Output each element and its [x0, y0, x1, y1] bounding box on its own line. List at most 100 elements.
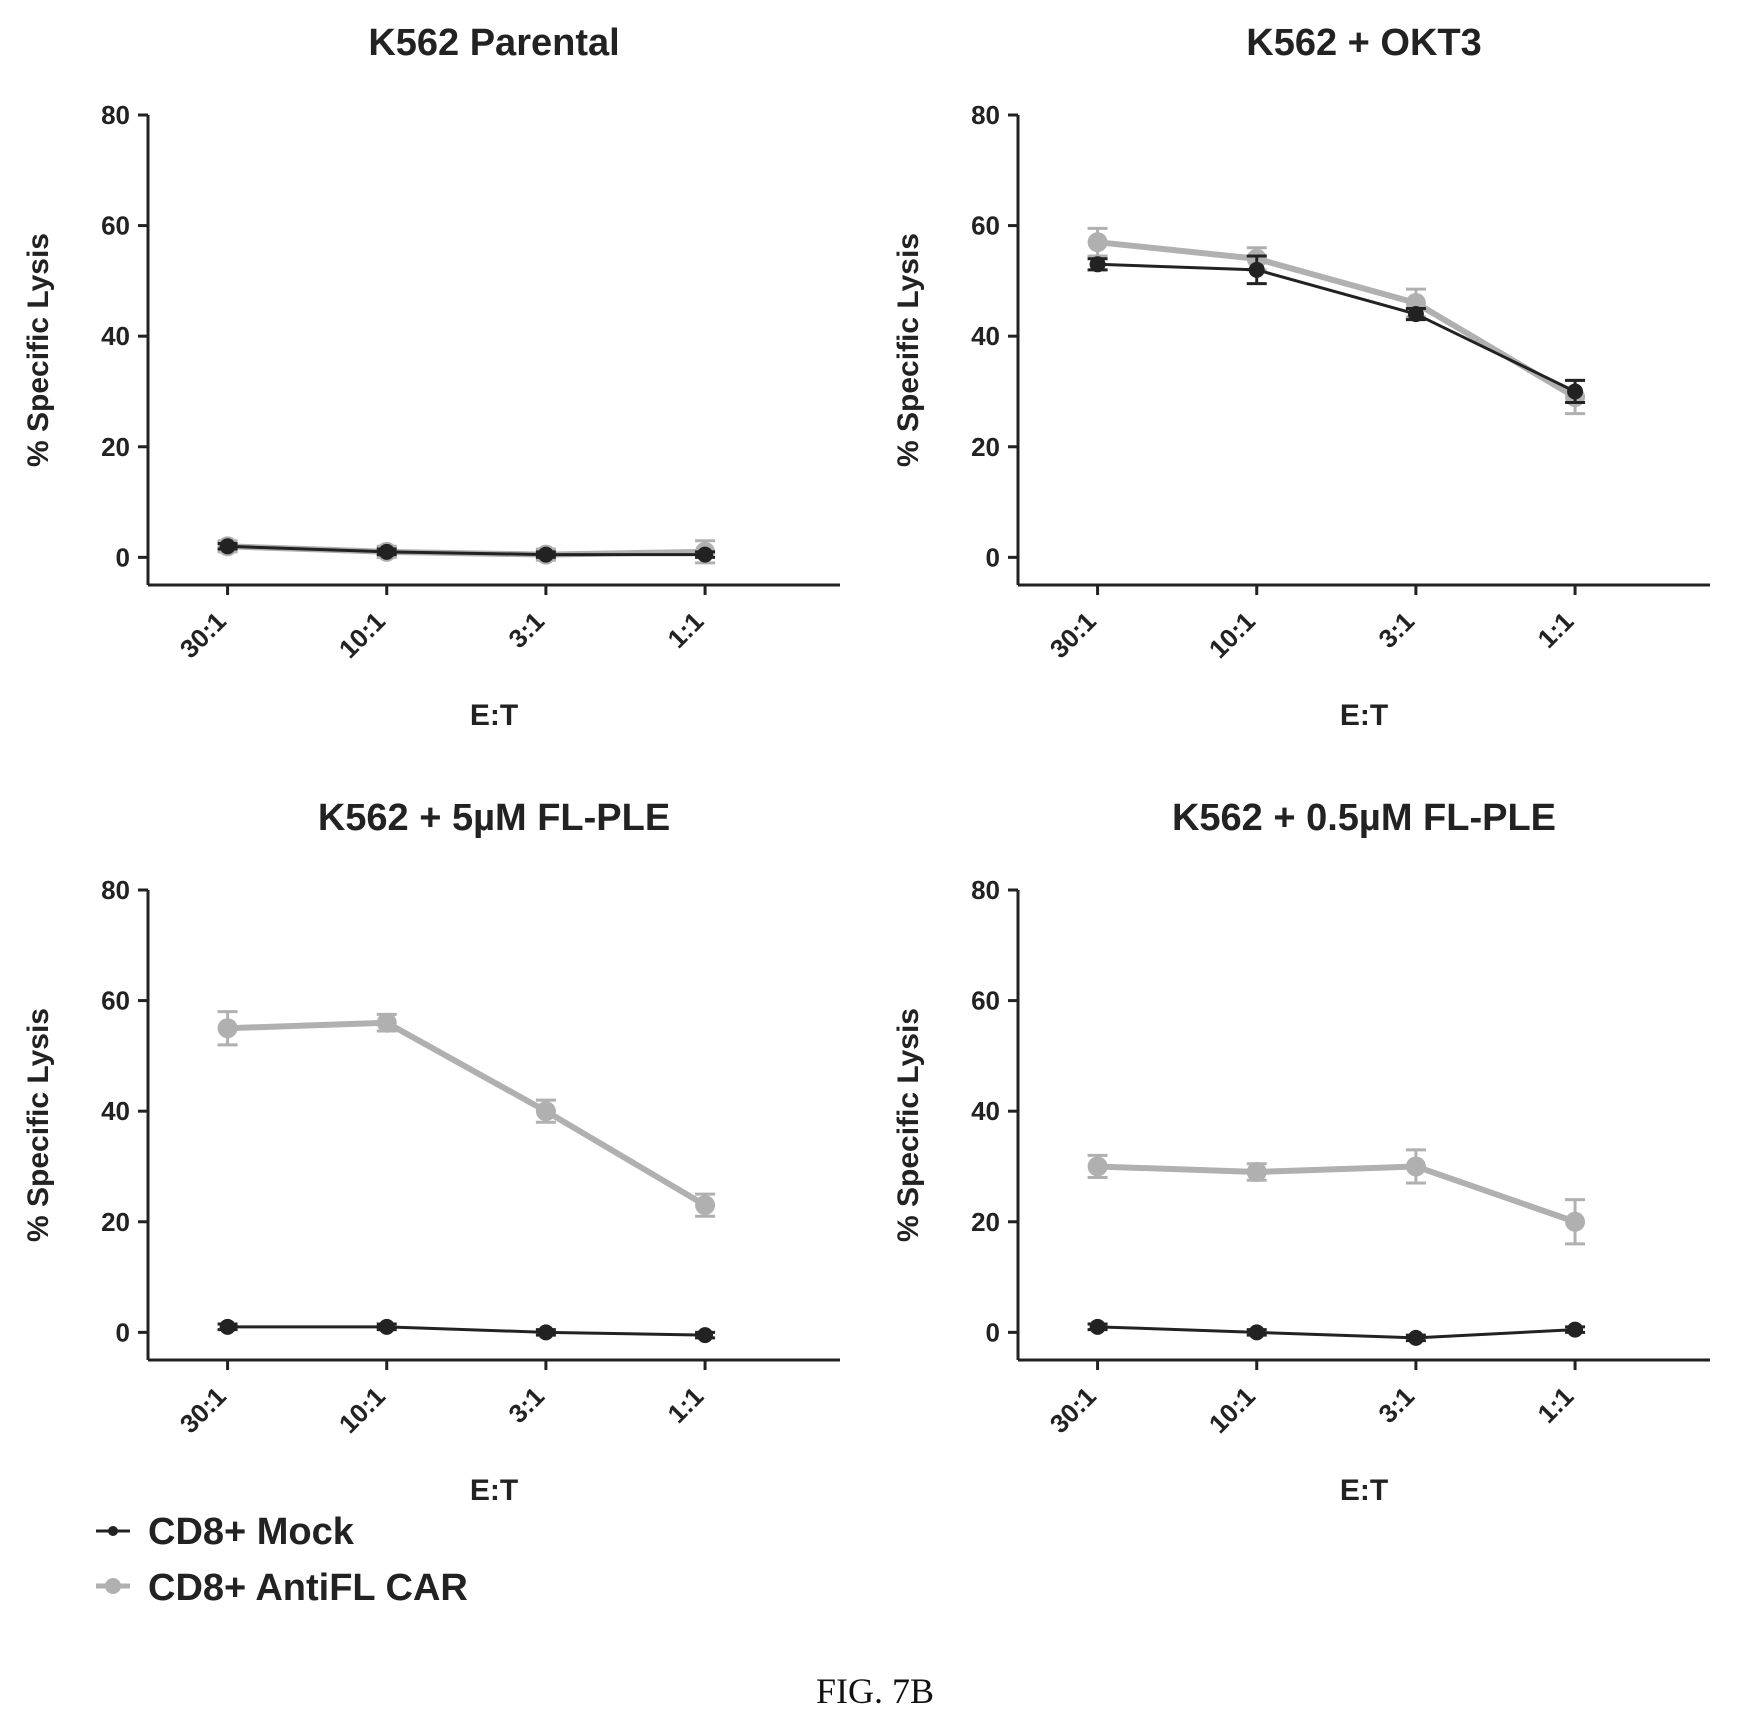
- y-tick-label: 20: [101, 1207, 130, 1237]
- legend-item-car: CD8+ AntiFL CAR: [96, 1567, 468, 1609]
- x-axis-label: E:T: [1340, 1474, 1388, 1507]
- y-tick-label: 40: [971, 1096, 1000, 1126]
- y-tick-label: 80: [971, 100, 1000, 130]
- legend: CD8+ Mock CD8+ AntiFL CAR: [96, 1511, 468, 1609]
- chart-panel-4: K562 + 0.5µM FL-PLE 0 20 40 60 80 % Specific L…: [892, 797, 1710, 1507]
- x-tick-label: 10:1: [333, 1381, 391, 1439]
- data-point-car: [217, 1018, 238, 1039]
- chart-panels: K562 Parental 0 20 40 60 80 % Specific Lysis 30…: [22, 22, 1710, 1507]
- x-tick-label: 1:1: [1532, 1381, 1580, 1429]
- legend-item-mock: CD8+ Mock: [96, 1511, 355, 1553]
- y-tick-label: 60: [971, 211, 1000, 241]
- x-tick-label: 3:1: [502, 606, 550, 654]
- y-tick-label: 20: [101, 432, 130, 462]
- series-line-mock: [1097, 262, 1576, 393]
- y-tick-label: 40: [971, 321, 1000, 351]
- data-point-mock: [1089, 1318, 1106, 1335]
- y-tick-label: 60: [101, 211, 130, 241]
- y-tick-label: 0: [116, 542, 130, 572]
- data-point-mock: [1567, 1321, 1584, 1338]
- y-tick-label: 40: [101, 321, 130, 351]
- data-point-car: [1087, 1156, 1108, 1177]
- y-tick-label: 40: [101, 1096, 130, 1126]
- x-tick-label: 1:1: [1532, 606, 1580, 654]
- series-car: [1087, 1148, 1586, 1246]
- data-point-car: [1246, 1162, 1267, 1182]
- x-tick-label: 3:1: [1372, 606, 1420, 654]
- figure-caption: FIG. 7B: [816, 1671, 934, 1711]
- data-point-car: [376, 1012, 397, 1033]
- data-point-mock: [697, 546, 714, 563]
- x-tick-label: 10:1: [1203, 1381, 1261, 1439]
- data-point-mock: [1248, 1324, 1265, 1341]
- data-point-mock: [537, 546, 554, 563]
- data-point-car: [695, 1195, 716, 1216]
- y-tick-label: 0: [986, 542, 1000, 572]
- series-mock: [217, 538, 716, 563]
- y-axis-label: % Specific Lysis: [22, 1008, 55, 1242]
- series-line-mock: [227, 544, 706, 557]
- y-tick-label: 80: [101, 875, 130, 905]
- x-tick-label: 30:1: [1044, 606, 1102, 664]
- data-point-mock: [1248, 261, 1265, 278]
- series-line-car: [1097, 239, 1577, 400]
- series-car: [217, 536, 716, 565]
- chart-panel-2: K562 + OKT3 0 20 40 60 80 % Specific Lysis 30:1…: [892, 22, 1710, 732]
- y-tick-label: 80: [971, 875, 1000, 905]
- series-line-car: [1097, 1163, 1577, 1225]
- chart-title: K562 Parental: [368, 22, 619, 64]
- legend-label-mock: CD8+ Mock: [148, 1511, 355, 1553]
- x-tick-label: 30:1: [174, 1381, 232, 1439]
- y-tick-label: 60: [101, 986, 130, 1016]
- x-axis-label: E:T: [470, 699, 518, 732]
- data-point-mock: [697, 1327, 714, 1344]
- x-tick-label: 3:1: [1372, 1381, 1420, 1429]
- data-point-mock: [378, 1318, 395, 1335]
- y-tick-label: 0: [986, 1317, 1000, 1347]
- y-tick-label: 80: [101, 100, 130, 130]
- data-point-mock: [219, 538, 236, 555]
- data-point-mock: [1407, 1329, 1424, 1346]
- series-line-car: [227, 1019, 707, 1208]
- chart-panel-3: K562 + 5µM FL-PLE 0 20 40 60 80 % Specific Lys…: [22, 797, 840, 1507]
- data-point-mock: [378, 543, 395, 560]
- data-point-mock: [1089, 256, 1106, 273]
- legend-marker-car: [105, 1578, 121, 1594]
- series-line-mock: [227, 1325, 706, 1337]
- x-tick-label: 1:1: [662, 606, 710, 654]
- y-axis-label: % Specific Lysis: [22, 233, 55, 467]
- x-tick-label: 3:1: [502, 1381, 550, 1429]
- chart-title: K562 + 5µM FL-PLE: [318, 797, 670, 839]
- y-axis-label: % Specific Lysis: [892, 233, 925, 467]
- data-point-car: [1405, 1156, 1426, 1177]
- y-tick-label: 60: [971, 986, 1000, 1016]
- y-tick-label: 20: [971, 1207, 1000, 1237]
- y-axis-label: % Specific Lysis: [892, 1008, 925, 1242]
- data-point-mock: [1407, 306, 1424, 323]
- legend-marker-mock: [108, 1526, 118, 1536]
- data-point-car: [1087, 232, 1108, 253]
- chart-title: K562 + 0.5µM FL-PLE: [1172, 797, 1556, 839]
- data-point-car: [1565, 1211, 1586, 1232]
- chart-panel-1: K562 Parental 0 20 40 60 80 % Specific Lysis 30…: [22, 22, 840, 732]
- x-axis-label: E:T: [470, 1474, 518, 1507]
- series-mock: [217, 1318, 716, 1344]
- series-car: [1087, 226, 1586, 416]
- x-tick-label: 10:1: [333, 606, 391, 664]
- series-car: [217, 1010, 716, 1218]
- x-tick-label: 1:1: [662, 1381, 710, 1429]
- series-line-mock: [1097, 1325, 1576, 1340]
- x-axis-label: E:T: [1340, 699, 1388, 732]
- data-point-mock: [537, 1324, 554, 1341]
- legend-label-car: CD8+ AntiFL CAR: [148, 1567, 468, 1609]
- x-tick-label: 10:1: [1203, 606, 1261, 664]
- x-tick-label: 30:1: [174, 606, 232, 664]
- y-tick-label: 0: [116, 1317, 130, 1347]
- series-mock: [1087, 1318, 1586, 1346]
- chart-title: K562 + OKT3: [1246, 22, 1482, 64]
- data-point-mock: [219, 1318, 236, 1335]
- y-tick-label: 20: [971, 432, 1000, 462]
- data-point-car: [535, 1101, 556, 1122]
- series-mock: [1087, 254, 1586, 405]
